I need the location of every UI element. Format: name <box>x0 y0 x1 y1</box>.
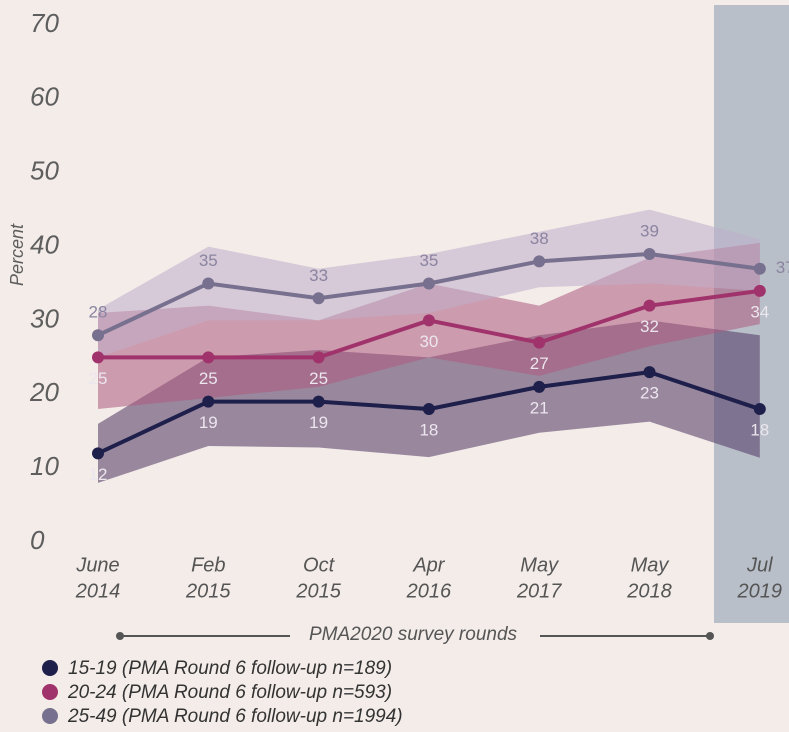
point <box>533 380 546 393</box>
y-tick-label: 60 <box>30 82 59 112</box>
point <box>202 395 215 408</box>
legend-marker <box>42 708 58 724</box>
value-label: 30 <box>419 332 438 351</box>
x-tick-label: 2017 <box>516 580 562 602</box>
x-tick-label: 2016 <box>406 580 452 602</box>
y-axis-label: Percent <box>7 223 27 286</box>
value-label: 18 <box>419 421 438 440</box>
value-label: 25 <box>89 369 108 388</box>
point <box>422 314 435 327</box>
y-tick-label: 70 <box>30 8 59 38</box>
point <box>92 351 104 364</box>
point <box>753 403 766 416</box>
axis-dot <box>706 632 714 640</box>
value-label: 39 <box>640 221 659 240</box>
value-label: 35 <box>419 251 438 270</box>
legend-marker <box>42 660 58 676</box>
value-label: 18 <box>750 421 769 440</box>
value-label: 19 <box>309 413 328 432</box>
point <box>202 351 215 364</box>
point <box>312 395 325 408</box>
value-label: 35 <box>199 251 218 270</box>
value-label: 33 <box>309 266 328 285</box>
point <box>643 299 656 312</box>
point <box>753 262 766 275</box>
legend-marker <box>42 684 58 700</box>
point <box>643 247 656 260</box>
value-label: 28 <box>89 303 108 322</box>
value-label: 21 <box>530 398 549 417</box>
x-tick-label: 2019 <box>737 580 783 602</box>
x-tick-label: 2014 <box>75 580 121 602</box>
point <box>422 277 435 290</box>
point <box>643 366 656 379</box>
point <box>92 329 104 342</box>
x-axis-label: PMA2020 survey rounds <box>309 624 518 645</box>
point <box>312 351 325 364</box>
x-tick-label: 2018 <box>626 580 672 602</box>
value-label: 23 <box>640 384 659 403</box>
legend-label: 15-19 (PMA Round 6 follow-up n=189) <box>68 658 392 679</box>
value-label: 37 <box>776 258 789 277</box>
legend-label: 20-24 (PMA Round 6 follow-up n=593) <box>67 682 392 703</box>
point <box>422 403 435 416</box>
legend-label: 25-49 (PMA Round 6 follow-up n=1994) <box>67 706 403 727</box>
point <box>753 284 766 297</box>
x-tick-label: June <box>75 554 119 576</box>
value-label: 27 <box>530 354 549 373</box>
y-tick-label: 0 <box>30 525 45 555</box>
x-tick-label: 2015 <box>185 580 231 602</box>
value-label: 32 <box>640 317 659 336</box>
value-label: 12 <box>89 465 108 484</box>
y-tick-label: 30 <box>30 303 59 333</box>
x-tick-label: Apr <box>412 554 445 576</box>
axis-dot <box>116 632 124 640</box>
point <box>202 277 215 290</box>
value-label: 38 <box>530 229 549 248</box>
point <box>312 292 325 305</box>
x-tick-label: May <box>631 554 670 576</box>
x-tick-label: Oct <box>303 554 336 576</box>
y-tick-label: 20 <box>29 377 59 407</box>
x-tick-label: 2015 <box>295 580 341 602</box>
x-tick-label: Feb <box>191 554 225 576</box>
y-tick-label: 40 <box>30 229 59 259</box>
x-tick-label: May <box>520 554 559 576</box>
value-label: 25 <box>199 369 218 388</box>
value-label: 25 <box>309 369 328 388</box>
y-tick-label: 10 <box>30 451 59 481</box>
value-label: 19 <box>199 413 218 432</box>
x-tick-label: Jul <box>746 554 773 576</box>
y-tick-label: 50 <box>30 156 59 186</box>
value-label: 34 <box>750 302 769 321</box>
point <box>533 336 546 349</box>
point <box>92 447 104 460</box>
point <box>533 255 546 268</box>
